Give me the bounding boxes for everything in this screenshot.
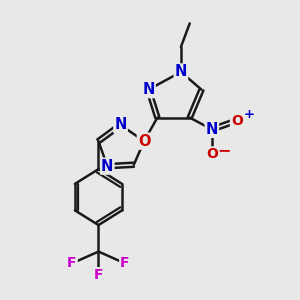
Text: N: N	[101, 159, 113, 174]
Text: N: N	[114, 118, 127, 133]
Text: F: F	[67, 256, 77, 270]
Text: N: N	[142, 82, 155, 97]
Text: F: F	[94, 268, 103, 282]
Text: N: N	[175, 64, 187, 80]
Text: F: F	[120, 256, 130, 270]
Text: N: N	[206, 122, 218, 137]
Text: −: −	[218, 143, 231, 158]
Text: O: O	[138, 134, 150, 149]
Text: O: O	[231, 114, 243, 128]
Text: +: +	[244, 108, 255, 121]
Text: O: O	[206, 147, 218, 161]
